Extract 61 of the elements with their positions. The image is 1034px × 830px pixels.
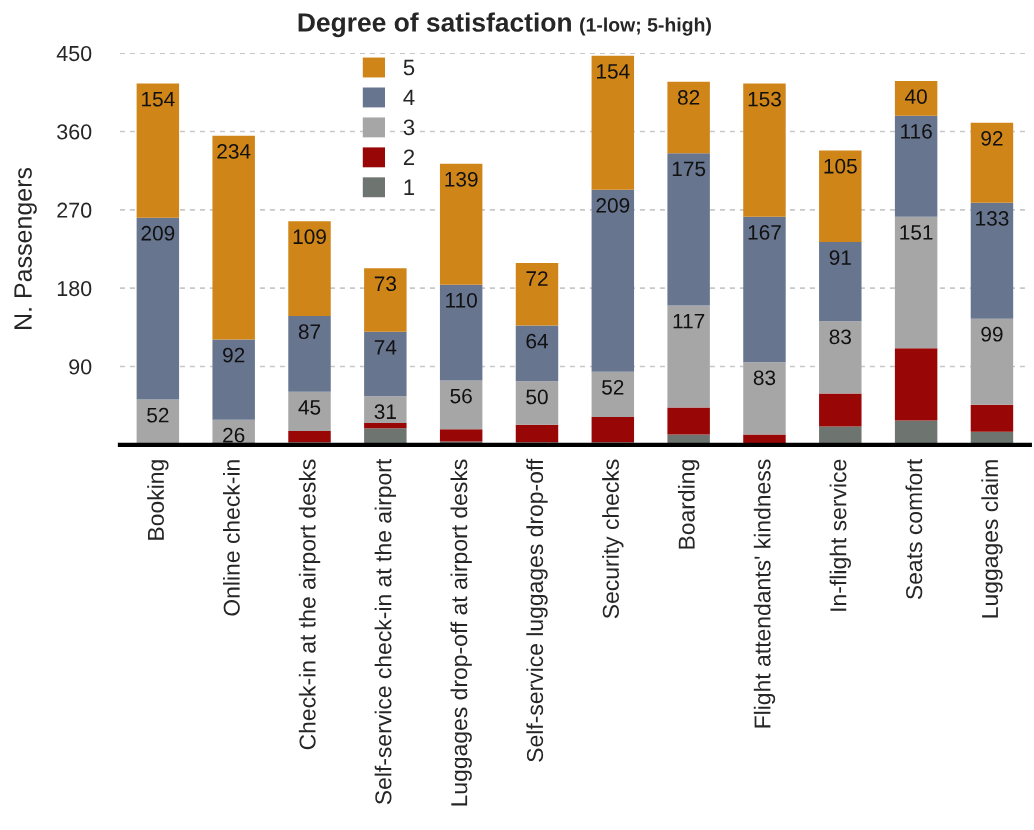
x-tick-label: Luggages claim — [981, 460, 1003, 618]
legend-label: 2 — [403, 149, 415, 165]
x-tick-label: Boarding — [677, 460, 700, 549]
data-label: 83 — [829, 329, 851, 345]
data-label: 167 — [748, 225, 781, 240]
legend-label: 5 — [403, 59, 415, 76]
y-tick-label: 360 — [57, 124, 92, 140]
chart-title: Degree of satisfaction — [298, 12, 571, 38]
data-label: 74 — [374, 340, 397, 355]
data-label: 82 — [677, 90, 700, 105]
data-label: 117 — [673, 314, 705, 329]
data-label: 139 — [445, 171, 478, 187]
data-label: 40 — [905, 89, 927, 104]
data-label: 31 — [374, 404, 396, 420]
y-tick-label: 450 — [56, 45, 92, 62]
data-label: 52 — [147, 407, 169, 423]
data-label: 109 — [293, 229, 326, 245]
data-label: 154 — [142, 92, 175, 107]
data-label: 56 — [450, 388, 472, 404]
legend-label: 3 — [403, 119, 415, 136]
data-label: 209 — [596, 198, 630, 213]
x-tick-label: Self-service luggages drop-off — [526, 458, 548, 762]
data-label: 92 — [223, 347, 245, 363]
x-tick-label: Online check-in — [223, 460, 240, 616]
data-label: 153 — [748, 91, 781, 107]
x-tick-label: Seats comfort — [905, 458, 923, 600]
data-label: 105 — [824, 158, 857, 174]
x-tick-label: Self-service check-in at the airport — [374, 458, 397, 805]
data-label: 154 — [597, 64, 630, 79]
data-label: 175 — [672, 161, 706, 177]
y-tick-label: 270 — [57, 202, 92, 218]
data-label: 133 — [976, 211, 1009, 226]
data-label: 52 — [602, 379, 624, 395]
data-label: 45 — [298, 400, 321, 415]
data-label: 92 — [981, 130, 1003, 146]
data-label: 64 — [526, 333, 548, 349]
data-label: 87 — [298, 324, 321, 339]
x-tick-label: Luggages drop-off at airport desks — [450, 459, 472, 806]
legend-label: 1 — [404, 179, 415, 195]
data-label: 50 — [526, 389, 548, 405]
data-label: 91 — [829, 250, 851, 265]
legend-label: 4 — [403, 89, 415, 106]
data-label: 26 — [223, 427, 245, 443]
x-tick-label: Security checks — [602, 459, 624, 619]
data-label: 110 — [446, 292, 477, 308]
data-label: 72 — [526, 271, 548, 286]
data-label: 116 — [901, 124, 932, 139]
data-label: 99 — [981, 326, 1003, 342]
x-tick-label: Flight attendants' kindness — [753, 459, 776, 728]
x-tick-label: Check-in at the airport desks — [298, 459, 321, 750]
data-label: 151 — [900, 225, 933, 240]
y-axis-title: N. Passengers — [14, 167, 37, 329]
chart-subtitle: (1-low; 5-high) — [580, 17, 711, 36]
y-tick-label: 90 — [69, 359, 92, 375]
x-tick-label: Booking — [147, 460, 169, 540]
data-label: 83 — [753, 370, 776, 386]
data-label: 209 — [141, 225, 175, 241]
data-label: 234 — [217, 144, 251, 159]
x-tick-label: In-flight service — [829, 459, 851, 611]
y-tick-label: 180 — [57, 280, 92, 297]
data-label: 73 — [374, 276, 397, 292]
